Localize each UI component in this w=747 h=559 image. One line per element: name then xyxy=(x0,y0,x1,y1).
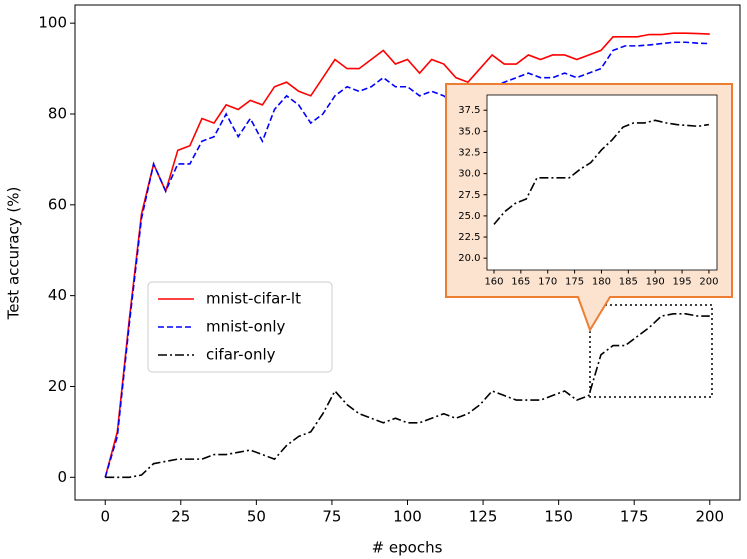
x-tick-label: 0 xyxy=(100,508,110,526)
x-tick-label: 25 xyxy=(171,508,190,526)
inset-plot-area xyxy=(486,94,718,271)
legend: mnist-cifar-lt mnist-only cifar-only xyxy=(147,281,333,373)
x-tick-label: 160 xyxy=(484,277,503,288)
legend-label: mnist-only xyxy=(206,318,286,336)
legend-label: cifar-only xyxy=(206,346,276,364)
x-tick-label: 75 xyxy=(322,508,341,526)
data-line xyxy=(104,41,710,478)
callout xyxy=(445,83,733,333)
legend-box xyxy=(147,281,333,373)
y-tick-label: 100 xyxy=(38,14,67,32)
data-line xyxy=(493,119,710,225)
y-tick-label: 37.5 xyxy=(458,105,480,116)
x-tick-label: 150 xyxy=(544,508,573,526)
axes-frame xyxy=(74,4,741,501)
zoom-region xyxy=(589,304,713,398)
y-tick-label: 40 xyxy=(48,286,67,304)
main-lines xyxy=(104,32,710,479)
y-tick-label: 35.0 xyxy=(458,126,480,137)
x-tick-label: 50 xyxy=(247,508,266,526)
y-tick-label: 30.0 xyxy=(458,169,480,180)
x-tick-label: 165 xyxy=(511,277,530,288)
data-line xyxy=(105,313,710,479)
x-tick-label: 175 xyxy=(620,508,649,526)
y-tick-label: 20 xyxy=(48,377,67,395)
inset-axes: 160 165 170 175 180 185 190 195 200 20.0 22.5 25.0 2… xyxy=(458,105,718,287)
y-tick-label: 60 xyxy=(48,195,67,213)
legend-label: mnist-cifar-lt xyxy=(206,290,301,308)
y-axis-label: Test accuracy (%) xyxy=(5,187,23,321)
x-tick-label: 125 xyxy=(469,508,498,526)
x-tick-label: 195 xyxy=(673,277,692,288)
y-tick-label: 0 xyxy=(57,468,67,486)
x-tick-label: 100 xyxy=(393,508,422,526)
x-tick-label: 200 xyxy=(699,277,718,288)
y-tick-label: 80 xyxy=(48,104,67,122)
y-tick-label: 32.5 xyxy=(458,147,480,158)
x-tick-label: 180 xyxy=(592,277,611,288)
y-tick-label: 27.5 xyxy=(458,190,480,201)
y-tick-label: 20.0 xyxy=(458,253,480,264)
x-tick-label: 170 xyxy=(538,277,557,288)
data-line xyxy=(104,32,710,478)
x-tick-label: 185 xyxy=(619,277,638,288)
x-tick-label: 190 xyxy=(646,277,665,288)
y-tick-label: 25.0 xyxy=(458,211,480,222)
x-tick-label: 200 xyxy=(695,508,724,526)
x-axis-label: # epochs xyxy=(372,539,443,557)
y-tick-label: 22.5 xyxy=(458,232,480,243)
x-tick-label: 175 xyxy=(565,277,584,288)
